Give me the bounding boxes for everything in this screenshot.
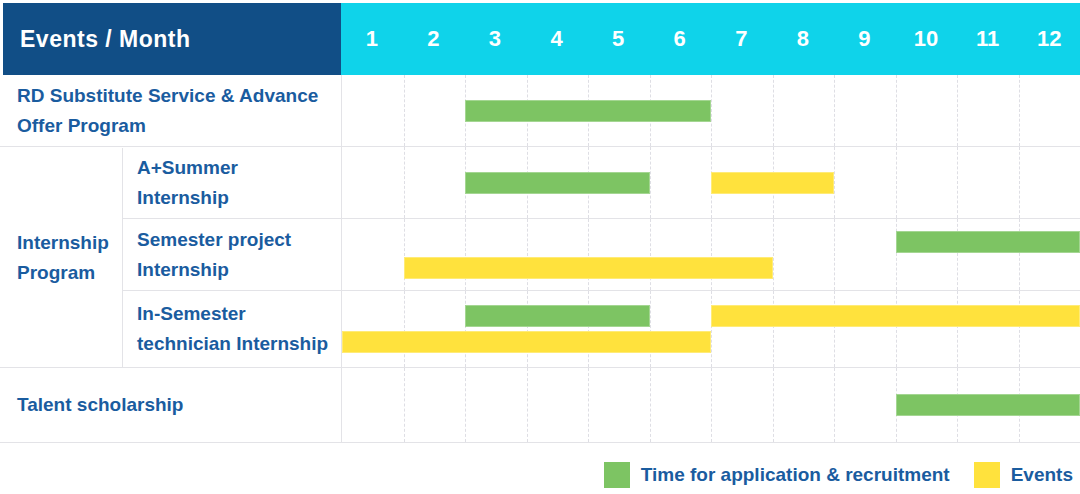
month-header-4: 4 [526, 26, 588, 52]
group-cell-internship-program: Internship Program [0, 148, 123, 367]
month-gridline [773, 219, 774, 290]
month-gridline [650, 147, 651, 218]
schedule-rows-container: RD Substitute Service & Advance Offer Pr… [0, 75, 1080, 443]
month-gridline [465, 219, 466, 290]
month-gridline [1019, 219, 1020, 290]
month-header-10: 10 [895, 26, 957, 52]
events-bar [711, 305, 1080, 327]
month-gridline [957, 75, 958, 146]
month-gridline [896, 147, 897, 218]
schedule-row: Semester project Internship [0, 219, 1080, 291]
legend-item: Events [974, 462, 1073, 488]
table-header-row: Events / Month 123456789101112 [3, 3, 1080, 75]
schedule-row: In-Semester technician Internship [0, 291, 1080, 368]
month-gridline [773, 75, 774, 146]
month-header-11: 11 [957, 26, 1019, 52]
month-gridline [588, 291, 589, 367]
month-gridline [1019, 147, 1020, 218]
events-bar [404, 257, 773, 279]
month-gridline [404, 291, 405, 367]
row-chart-zone [341, 291, 1080, 367]
row-label-text: Semester project Internship [137, 225, 331, 285]
month-header-2: 2 [403, 26, 465, 52]
month-header-9: 9 [834, 26, 896, 52]
row-chart-zone [341, 368, 1080, 442]
application-recruitment-bar [465, 305, 650, 327]
month-gridline [465, 368, 466, 442]
row-chart-zone [341, 219, 1080, 290]
month-gridline [957, 147, 958, 218]
month-gridline [404, 368, 405, 442]
month-gridline [773, 368, 774, 442]
legend-label: Time for application & recruitment [641, 464, 950, 486]
legend-label: Events [1011, 464, 1073, 486]
month-gridline [404, 147, 405, 218]
month-header-7: 7 [710, 26, 772, 52]
month-gridline [957, 219, 958, 290]
month-gridline [711, 291, 712, 367]
month-gridline [404, 219, 405, 290]
row-label: RD Substitute Service & Advance Offer Pr… [0, 75, 341, 146]
month-gridline [404, 75, 405, 146]
month-gridline [527, 219, 528, 290]
schedule-row: Talent scholarship [0, 368, 1080, 443]
month-gridline [711, 219, 712, 290]
month-gridline [527, 291, 528, 367]
row-chart-zone [341, 147, 1080, 218]
month-header-6: 6 [649, 26, 711, 52]
month-gridline [834, 219, 835, 290]
month-gridline [588, 368, 589, 442]
month-gridline [773, 291, 774, 367]
month-gridline [1019, 291, 1020, 367]
month-gridline [834, 147, 835, 218]
schedule-row: A+Summer Internship [0, 147, 1080, 219]
month-gridline [650, 368, 651, 442]
month-header-5: 5 [587, 26, 649, 52]
month-gridline [711, 368, 712, 442]
legend-swatch-icon [604, 462, 630, 488]
month-gridline [711, 75, 712, 146]
legend-swatch-icon [974, 462, 1000, 488]
month-gridline [1019, 75, 1020, 146]
month-gridline [650, 291, 651, 367]
month-gridline [957, 291, 958, 367]
row-label-text: RD Substitute Service & Advance Offer Pr… [17, 81, 331, 141]
application-recruitment-bar [896, 231, 1080, 253]
legend-item: Time for application & recruitment [604, 462, 950, 488]
application-recruitment-bar [465, 172, 650, 194]
month-header-12: 12 [1018, 26, 1080, 52]
row-label-text: Talent scholarship [17, 390, 183, 420]
events-bar [342, 331, 711, 353]
month-gridline [527, 368, 528, 442]
month-gridline [650, 219, 651, 290]
month-gridline [896, 291, 897, 367]
legend: Time for application & recruitment Events [604, 462, 1073, 488]
month-gridline [834, 291, 835, 367]
month-header-1: 1 [341, 26, 403, 52]
month-header-8: 8 [772, 26, 834, 52]
events-bar [711, 172, 834, 194]
gantt-schedule-app: Events / Month 123456789101112 RD Substi… [0, 0, 1080, 494]
application-recruitment-bar [896, 394, 1080, 416]
month-gridline [896, 75, 897, 146]
month-header-strip: 123456789101112 [341, 3, 1080, 75]
row-label-text: A+Summer Internship [137, 153, 331, 213]
application-recruitment-bar [465, 100, 711, 122]
row-label: Talent scholarship [0, 368, 341, 442]
month-header-3: 3 [464, 26, 526, 52]
row-chart-zone [341, 75, 1080, 146]
row-label-text: In-Semester technician Internship [137, 299, 331, 359]
events-month-header-cell: Events / Month [3, 3, 341, 75]
schedule-row: RD Substitute Service & Advance Offer Pr… [0, 75, 1080, 147]
month-gridline [896, 219, 897, 290]
month-gridline [834, 368, 835, 442]
month-gridline [588, 219, 589, 290]
month-gridline [834, 75, 835, 146]
month-gridline [465, 291, 466, 367]
